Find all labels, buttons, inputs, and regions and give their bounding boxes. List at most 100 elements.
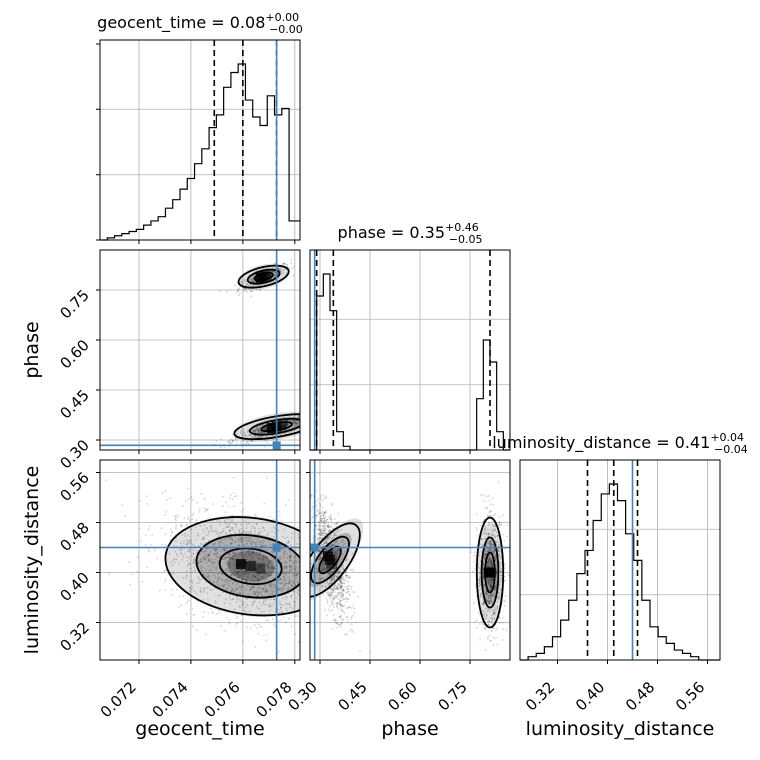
sample-point — [303, 550, 305, 552]
sample-point — [287, 576, 290, 579]
sample-point — [266, 477, 268, 479]
sample-point — [325, 537, 328, 540]
sample-point — [257, 566, 259, 569]
sample-point — [340, 571, 342, 574]
sample-point — [354, 587, 356, 589]
sample-point — [484, 548, 486, 550]
sample-point — [345, 592, 348, 594]
sample-point — [244, 548, 247, 551]
sample-point — [272, 526, 275, 529]
sample-point — [318, 550, 321, 552]
sample-point — [514, 563, 516, 565]
sample-point — [254, 285, 256, 287]
sample-point — [341, 582, 343, 585]
sample-point — [335, 545, 337, 547]
sample-point — [317, 532, 320, 535]
sample-point — [473, 554, 475, 557]
sample-point — [285, 566, 288, 568]
sample-point — [279, 578, 282, 581]
sample-point — [196, 501, 198, 504]
sample-point — [336, 602, 339, 605]
sample-point — [257, 579, 259, 582]
sample-point — [250, 587, 252, 590]
sample-point — [231, 539, 234, 541]
sample-point — [494, 525, 496, 528]
sample-point — [203, 550, 206, 553]
sample-point — [250, 290, 252, 292]
sample-point — [329, 526, 331, 528]
sample-point — [331, 549, 334, 551]
sample-point — [248, 550, 251, 553]
sample-point — [483, 615, 486, 617]
sample-point — [258, 540, 261, 543]
sample-point — [332, 527, 334, 530]
sample-point — [200, 560, 202, 563]
sample-point — [241, 284, 243, 286]
sample-point — [503, 562, 506, 565]
sample-point — [481, 568, 484, 570]
sample-point — [211, 529, 214, 531]
sample-point — [503, 579, 505, 582]
sample-point — [363, 592, 365, 594]
sample-point — [218, 544, 221, 547]
sample-point — [311, 413, 313, 415]
sample-point — [334, 534, 337, 536]
sample-point — [497, 481, 500, 484]
sample-point — [346, 575, 348, 577]
sample-point — [489, 576, 492, 579]
sample-point — [296, 423, 298, 425]
sample-point — [488, 599, 490, 602]
sample-point — [339, 533, 341, 536]
sample-point — [323, 561, 326, 564]
sample-point — [238, 586, 241, 588]
sample-point — [488, 565, 490, 567]
sample-point — [336, 626, 338, 629]
sample-point — [490, 562, 493, 564]
sample-point — [200, 590, 202, 592]
sample-point — [493, 534, 495, 537]
sample-point — [489, 596, 492, 599]
sample-point — [484, 531, 486, 534]
sample-point — [303, 596, 305, 598]
sample-point — [341, 605, 344, 608]
sample-point — [370, 620, 372, 622]
sample-point — [219, 550, 221, 552]
sample-point — [335, 534, 338, 537]
sample-point — [281, 556, 283, 559]
sample-point — [207, 508, 209, 510]
sample-point — [205, 527, 208, 529]
sample-point — [202, 560, 204, 563]
sample-point — [489, 588, 492, 591]
sample-point — [198, 545, 200, 547]
sample-point — [274, 586, 276, 589]
sample-point — [231, 439, 234, 441]
sample-point — [491, 593, 494, 596]
sample-point — [498, 561, 500, 563]
sample-point — [262, 544, 264, 547]
sample-point — [232, 477, 235, 479]
sample-point — [250, 439, 252, 441]
sample-point — [485, 553, 487, 556]
sample-point — [483, 577, 485, 579]
sample-point — [278, 612, 280, 614]
sample-point — [327, 530, 330, 532]
sample-point — [493, 514, 496, 516]
sample-point — [487, 624, 489, 626]
sample-point — [217, 612, 220, 614]
sample-point — [484, 589, 487, 592]
sample-point — [176, 589, 178, 591]
sample-point — [254, 434, 257, 436]
sample-point — [204, 556, 206, 559]
sample-point — [345, 559, 348, 561]
sample-point — [284, 561, 287, 563]
sample-point — [220, 538, 223, 540]
sample-point — [148, 549, 150, 551]
sample-point — [192, 559, 195, 561]
sample-point — [203, 524, 206, 526]
sample-point — [336, 522, 338, 525]
sample-point — [329, 583, 331, 586]
sample-point — [340, 591, 342, 594]
sample-point — [232, 598, 234, 601]
sample-point — [487, 598, 490, 601]
sample-point — [292, 580, 294, 583]
